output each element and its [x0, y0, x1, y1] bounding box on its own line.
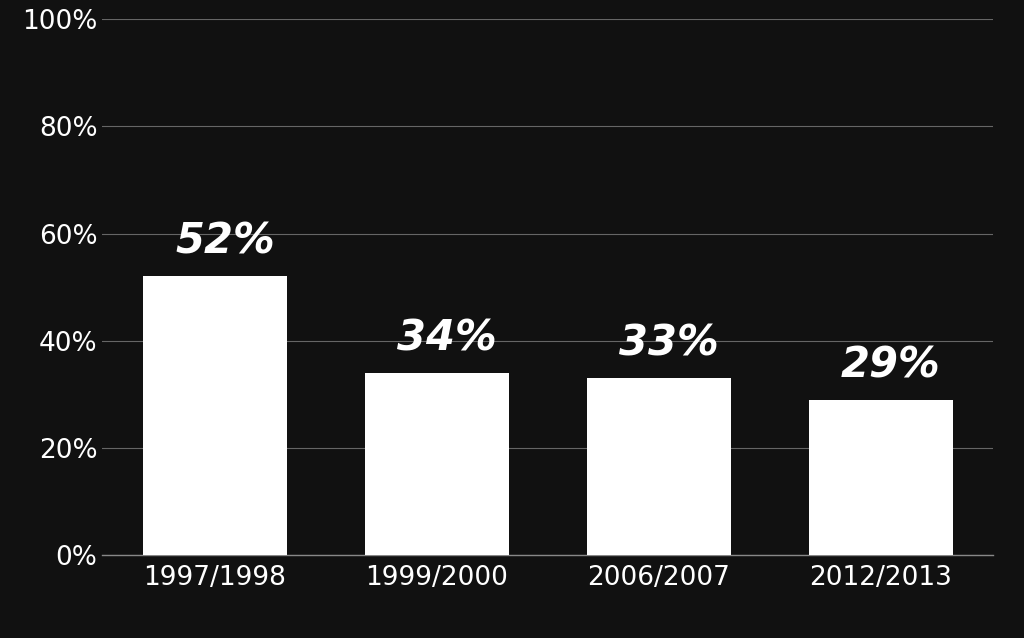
Text: 52%: 52% [175, 221, 274, 263]
Bar [809, 399, 952, 555]
Text: 29%: 29% [841, 345, 940, 386]
Bar [365, 373, 509, 555]
Bar [587, 378, 731, 555]
Bar [143, 276, 287, 555]
Text: 33%: 33% [618, 323, 719, 365]
Text: 34%: 34% [397, 318, 497, 359]
